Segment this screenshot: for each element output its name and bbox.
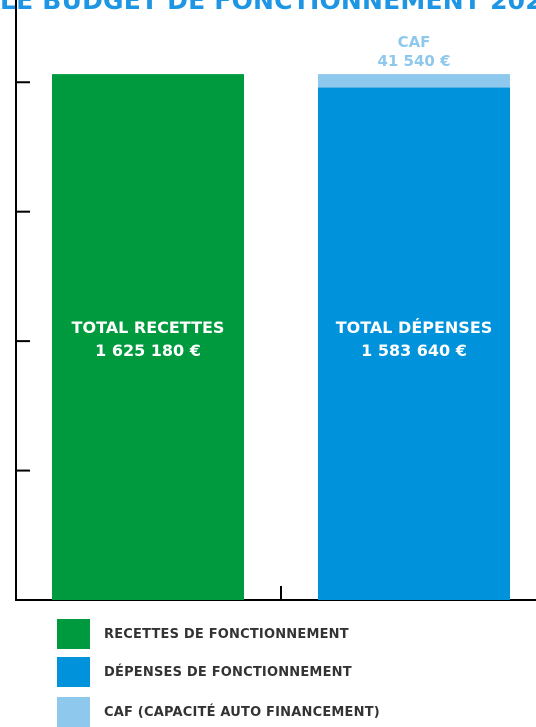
- caf-label-title: CAF: [398, 33, 431, 51]
- legend-item: DÉPENSES DE FONCTIONNEMENT: [57, 657, 352, 687]
- legend-label: RECETTES DE FONCTIONNEMENT: [104, 626, 349, 642]
- bar-label-title: TOTAL RECETTES: [72, 318, 225, 337]
- bar-label-title: TOTAL DÉPENSES: [336, 318, 493, 337]
- bar-label-value: 1 583 640 €: [361, 341, 467, 360]
- bar-1: [52, 74, 244, 600]
- legend-label: CAF (CAPACITÉ AUTO FINANCEMENT): [104, 704, 380, 720]
- legend-item: RECETTES DE FONCTIONNEMENT: [57, 619, 349, 649]
- bar-label-value: 1 625 180 €: [95, 341, 201, 360]
- bar-3: [318, 74, 510, 88]
- legend-label: DÉPENSES DE FONCTIONNEMENT: [104, 664, 352, 680]
- legend-swatch: [57, 657, 90, 687]
- bar-2: [318, 87, 510, 601]
- budget-bar-chart: TOTAL RECETTES 1 625 180 € TOTAL DÉPENSES 1…: [15, 0, 536, 601]
- chart-title: LE BUDGET DE FONCTIONNEMENT 2024: [0, 0, 536, 15]
- legend-swatch: [57, 697, 90, 727]
- legend-swatch: [57, 619, 90, 649]
- caf-label-value: 41 540 €: [377, 52, 450, 70]
- legend-item: CAF (CAPACITÉ AUTO FINANCEMENT): [57, 697, 380, 727]
